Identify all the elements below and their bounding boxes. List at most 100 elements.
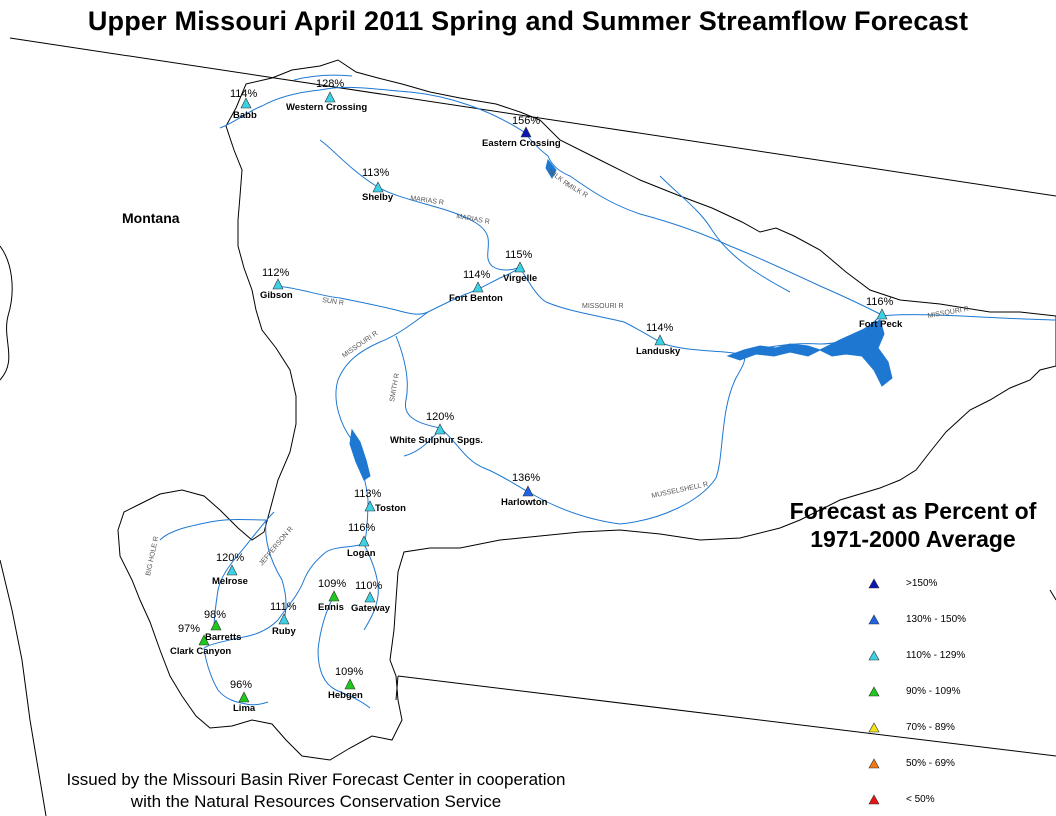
station-logan: 116% Logan bbox=[347, 522, 376, 559]
river-label-smith: SMITH R bbox=[389, 373, 401, 403]
station-name: Melrose bbox=[212, 576, 248, 587]
missouri-river-east bbox=[879, 314, 1056, 321]
station-name: Ruby bbox=[272, 626, 296, 637]
legend-title-line2: 1971-2000 Average bbox=[810, 526, 1016, 552]
station-babb: 114% Babb bbox=[230, 88, 258, 121]
station-fort-peck: 116% Fort Peck bbox=[859, 296, 903, 330]
station-marker bbox=[364, 500, 376, 512]
river-label-big-hole: BIG HOLE R bbox=[145, 536, 160, 577]
station-name: Virgelle bbox=[503, 273, 537, 284]
station-name: Barretts bbox=[205, 632, 241, 643]
station-name: Fort Benton bbox=[449, 293, 503, 304]
station-marker bbox=[520, 126, 532, 138]
wise-river bbox=[159, 519, 267, 541]
legend-label: >150% bbox=[906, 578, 938, 589]
dakota-border-line bbox=[1049, 589, 1056, 601]
upper-st-mary bbox=[293, 74, 353, 81]
station-hebgen: 109% Hebgen bbox=[328, 666, 363, 701]
station-name: Babb bbox=[233, 110, 257, 121]
legend-label: 70% - 89% bbox=[906, 722, 955, 733]
musselshell-river bbox=[395, 335, 746, 525]
legend-label: 90% - 109% bbox=[906, 686, 961, 697]
station-name: Gateway bbox=[351, 603, 391, 614]
station-percent: 109% bbox=[318, 578, 346, 590]
station-name: Harlowton bbox=[501, 497, 548, 508]
station-name: Landusky bbox=[636, 346, 681, 357]
missouri-river-upper bbox=[335, 311, 429, 545]
legend-triangle-icon bbox=[868, 614, 880, 625]
map-title: Upper Missouri April 2011 Spring and Sum… bbox=[87, 6, 969, 36]
station-percent: 96% bbox=[230, 679, 252, 691]
station-marker bbox=[238, 691, 250, 703]
legend-triangle-icon bbox=[868, 758, 880, 769]
station-percent: 112% bbox=[262, 267, 290, 279]
station-marker bbox=[344, 678, 356, 690]
station-percent: 120% bbox=[426, 411, 454, 423]
station-lima: 96% Lima bbox=[230, 679, 256, 714]
station-percent: 113% bbox=[362, 167, 390, 179]
legend-triangle-icon bbox=[868, 686, 880, 697]
river-label-musselshell: MUSSELSHELL R bbox=[651, 481, 709, 500]
station-marker bbox=[324, 91, 336, 103]
beaverhead-river bbox=[203, 647, 269, 706]
gallatin-river bbox=[363, 543, 379, 631]
station-name: Western Crossing bbox=[286, 102, 367, 113]
legend-label: 110% - 129% bbox=[906, 650, 966, 661]
station-name: Shelby bbox=[362, 192, 394, 203]
station-percent: 110% bbox=[355, 580, 383, 592]
legend-label: 130% - 150% bbox=[906, 614, 967, 625]
river-network bbox=[159, 74, 1056, 709]
legend-triangle-icon bbox=[868, 794, 880, 805]
station-marker bbox=[240, 97, 252, 109]
station-marker bbox=[472, 281, 484, 293]
station-marker bbox=[198, 634, 210, 646]
river-label-sun: SUN R bbox=[322, 297, 345, 307]
missouri-river-main bbox=[519, 267, 881, 355]
legend-triangle-icon bbox=[868, 578, 880, 589]
station-marker bbox=[358, 535, 370, 547]
west-border-line bbox=[0, 559, 47, 816]
station-virgelle: 115% Virgelle bbox=[503, 249, 537, 284]
station-marker bbox=[272, 278, 284, 290]
station-percent: 111% bbox=[270, 601, 297, 613]
station-percent: 115% bbox=[505, 249, 533, 261]
station-shelby: 113% Shelby bbox=[362, 167, 394, 203]
state-borders bbox=[0, 37, 1056, 816]
station-barretts: 98% Barretts bbox=[204, 609, 241, 643]
big-hole-river bbox=[213, 511, 275, 629]
fresno-reservoir bbox=[545, 158, 557, 180]
st-mary-river bbox=[219, 86, 525, 133]
station-percent: 136% bbox=[512, 472, 540, 484]
station-white-sulphur: 120% White Sulphur Spgs. bbox=[390, 411, 483, 446]
station-marker bbox=[364, 591, 376, 603]
footer-line2: with the Natural Resources Conservation … bbox=[130, 792, 502, 811]
station-fort-benton: 114% Fort Benton bbox=[449, 269, 503, 304]
station-percent: 97% bbox=[178, 623, 200, 635]
river-label-missouri-1: MISSOURI R bbox=[582, 303, 624, 310]
station-marker bbox=[210, 619, 222, 631]
station-percent: 128% bbox=[316, 78, 344, 90]
station-percent: 114% bbox=[230, 88, 258, 100]
station-name: White Sulphur Spgs. bbox=[390, 435, 483, 446]
station-melrose: 120% Melrose bbox=[212, 552, 248, 587]
milk-river bbox=[523, 131, 881, 315]
fort-peck-upper-arm bbox=[726, 343, 822, 361]
wyoming-border-line bbox=[397, 675, 1056, 757]
basin-outline bbox=[117, 59, 1056, 761]
station-eastern-crossing: 156% Eastern Crossing bbox=[482, 115, 561, 149]
station-layer: 114% Babb 128% Western Crossing 156% Eastern … bbox=[170, 78, 903, 714]
legend-label: < 50% bbox=[906, 794, 935, 805]
fort-peck-lake bbox=[818, 319, 893, 387]
station-marker bbox=[372, 181, 384, 193]
station-harlowton: 136% Harlowton bbox=[501, 472, 548, 508]
station-name: Lima bbox=[233, 703, 256, 714]
station-name: Gibson bbox=[260, 290, 293, 301]
station-name: Eastern Crossing bbox=[482, 138, 561, 149]
station-percent: 116% bbox=[348, 522, 376, 534]
station-percent: 113% bbox=[354, 488, 382, 500]
legend-title-line1: Forecast as Percent of bbox=[789, 498, 1037, 524]
river-label-missouri-3: MISSOURI R bbox=[927, 306, 969, 320]
ruby-river bbox=[265, 519, 287, 623]
footer-line1: Issued by the Missouri Basin River Forec… bbox=[66, 770, 566, 789]
